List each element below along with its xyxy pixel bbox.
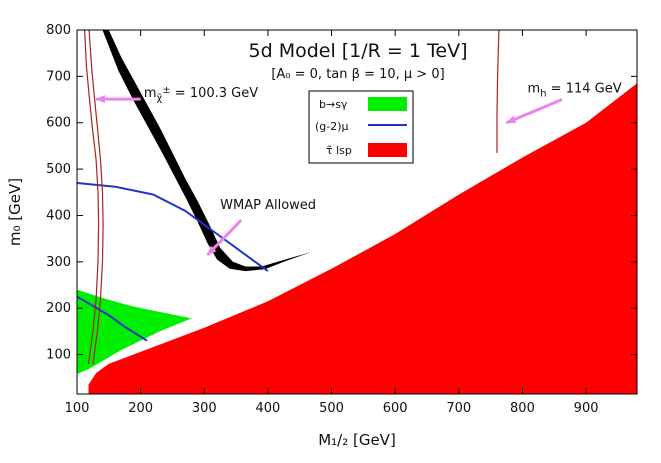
axis-ticks: 100 200 300 400 500 600 700 800 900 100 200 300 400 5… <box>46 23 637 416</box>
curve-higgs-mass-limit <box>496 30 500 153</box>
x-tick-label: 700 <box>446 401 471 416</box>
chart-subtitle: [A₀ = 0, tan β = 10, μ > 0] <box>271 67 444 82</box>
plot-frame <box>76 29 638 395</box>
y-tick-label: 200 <box>46 301 71 316</box>
x-tick-label: 400 <box>255 401 280 416</box>
legend-label-stau: τ̃ lsp <box>326 144 352 157</box>
annotation-arrow-higgs <box>505 98 563 125</box>
annotation-label-wmap: WMAP Allowed <box>220 198 316 213</box>
legend-label-g2: (g-2)μ <box>315 120 349 133</box>
annotation-arrow-wmap <box>206 219 243 256</box>
y-axis-label: m₀ [GeV] <box>6 178 24 246</box>
y-tick-label: 500 <box>46 162 71 177</box>
curve-chargino-mass-limit <box>84 30 100 364</box>
y-tick-label: 800 <box>46 23 71 38</box>
region-wmap-allowed <box>102 30 313 272</box>
x-tick-label: 500 <box>319 401 344 416</box>
legend-swatch-stau <box>368 143 407 157</box>
x-tick-label: 600 <box>383 401 408 416</box>
legend-label-bsg: b→sγ <box>319 98 348 111</box>
annotation-label-chargino: mχ̃± = 100.3 GeV <box>144 85 258 104</box>
y-tick-label: 700 <box>46 69 71 84</box>
x-tick-label: 100 <box>65 401 90 416</box>
y-tick-label: 600 <box>46 116 71 131</box>
x-tick-label: 800 <box>510 401 535 416</box>
chart-title: 5d Model [1/R = 1 TeV] <box>249 40 468 62</box>
curve-g-minus-2-upper <box>77 182 269 272</box>
annotations: mχ̃± = 100.3 GeV mh = 114 GeV WMAP Allowed <box>95 82 622 256</box>
y-tick-label: 400 <box>46 208 71 223</box>
x-tick-label: 300 <box>192 401 217 416</box>
x-tick-label: 900 <box>574 401 599 416</box>
region-stau-lsp <box>88 83 637 394</box>
x-axis-label: M₁/₂ [GeV] <box>318 431 396 449</box>
plot-area <box>77 30 637 394</box>
legend-swatch-bsg <box>368 97 407 111</box>
y-tick-label: 100 <box>46 348 71 363</box>
x-tick-label: 200 <box>128 401 153 416</box>
legend: b→sγ (g-2)μ τ̃ lsp <box>308 90 414 164</box>
annotation-label-higgs: mh = 114 GeV <box>528 82 622 100</box>
curve-chargino-mass-limit-edge <box>88 30 104 364</box>
y-tick-label: 300 <box>46 255 71 270</box>
region-b-to-s-gamma <box>77 289 192 394</box>
plot-curves <box>77 30 500 364</box>
curve-g-minus-2-lower <box>77 295 148 342</box>
